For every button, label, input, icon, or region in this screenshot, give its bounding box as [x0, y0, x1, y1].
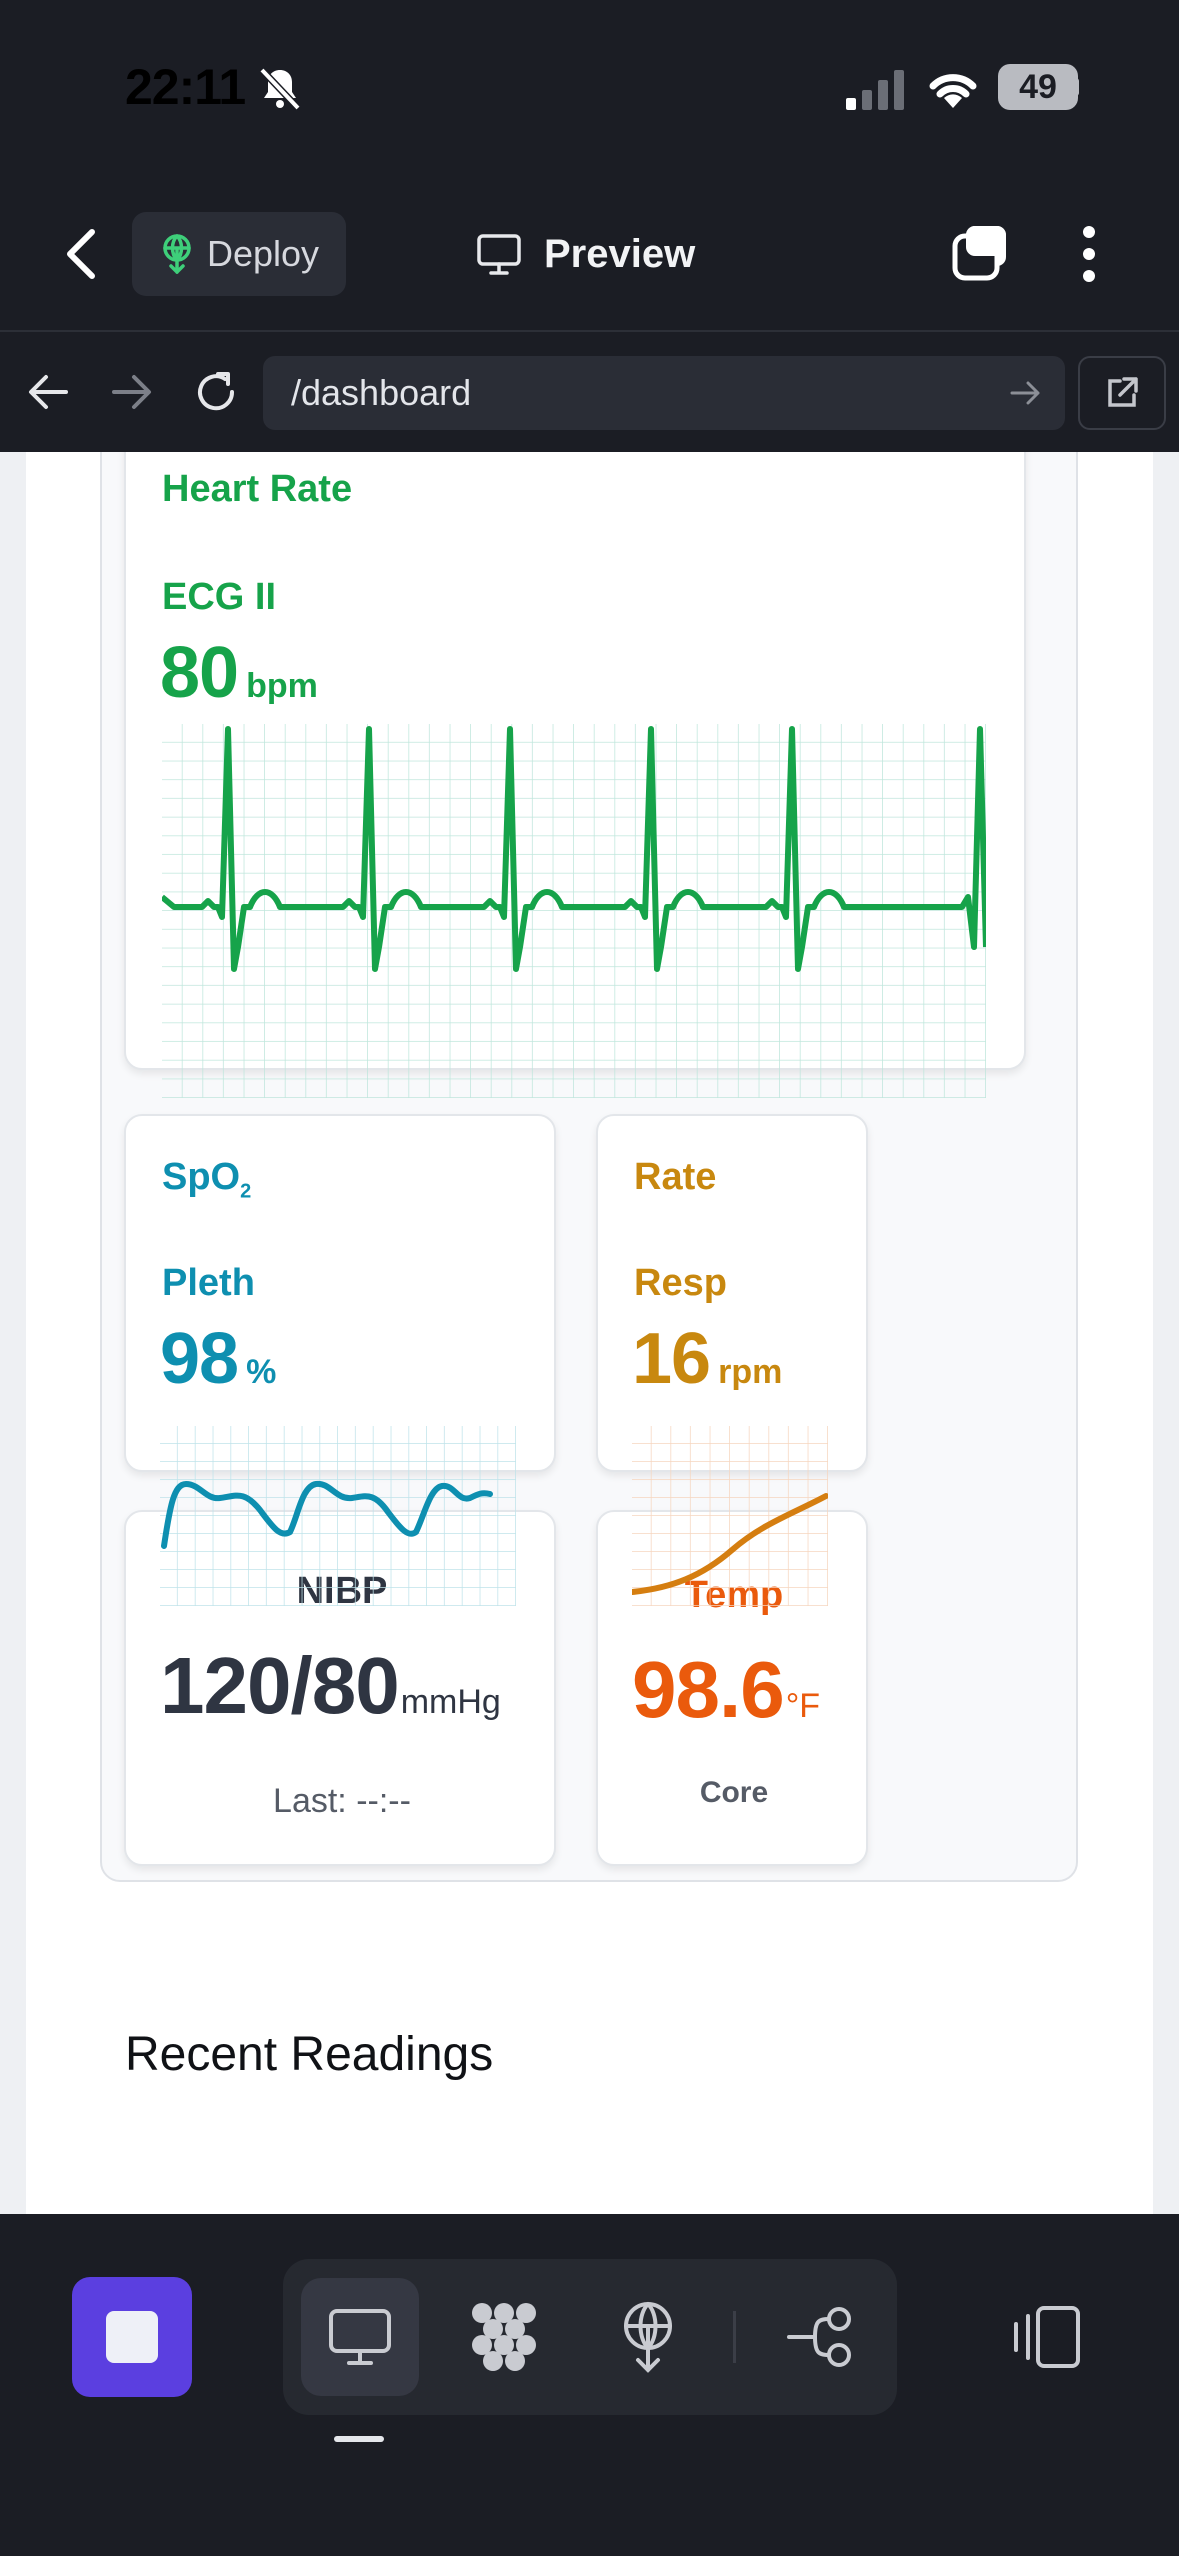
battery-tip: [1073, 78, 1079, 96]
external-link-icon: [1108, 377, 1138, 407]
ecg-lead-label: ECG II: [162, 576, 277, 618]
resp-card: Rate Resp 16 rpm: [596, 1114, 868, 1472]
resp-wave-label: Resp: [634, 1262, 727, 1304]
deploy-button[interactable]: Deploy: [132, 212, 346, 296]
heart-rate-reading: 80 bpm: [160, 632, 318, 714]
resp-trace: [632, 1493, 828, 1595]
heart-rate-value: 80: [160, 633, 239, 713]
url-text: /dashboard: [291, 372, 472, 413]
deploy-label: Deploy: [206, 233, 320, 274]
pleth-label: Pleth: [162, 1262, 255, 1304]
reload-icon[interactable]: [192, 368, 240, 416]
spo2-label-sub: 2: [240, 1180, 252, 1203]
heart-rate-unit: bpm: [246, 667, 318, 705]
resp-rate-label: Rate: [634, 1156, 717, 1198]
spo2-card: SpO2 Pleth 98 %: [124, 1114, 556, 1472]
deploy-icon: [163, 234, 191, 274]
nibp-last-time: Last: --:--: [273, 1782, 411, 1820]
monitor-icon: [477, 234, 521, 275]
resp-grid: [632, 1426, 828, 1606]
ecg-trace: [162, 726, 986, 972]
tool-divider: [733, 2311, 736, 2363]
temp-reading: 98.6 °F: [632, 1644, 820, 1736]
open-external-button[interactable]: [1078, 356, 1166, 430]
status-time: 22:11: [125, 59, 246, 115]
home-indicator: [334, 2436, 384, 2442]
bell-muted-icon: [259, 67, 301, 111]
preview-viewport: Heart Rate ECG II 80 bpm: [0, 452, 1179, 2214]
resp-waveform: [632, 1426, 828, 1606]
nav-forward-icon[interactable]: [110, 372, 154, 412]
pleth-trace: [161, 1480, 493, 1549]
flow-button[interactable]: [761, 2278, 879, 2396]
flow-icon: [787, 2307, 851, 2367]
nibp-reading: 120/80 mmHg: [160, 1640, 501, 1732]
nibp-value: 120/80: [160, 1641, 400, 1730]
resp-value: 16: [632, 1319, 711, 1399]
pleth-grid: [160, 1426, 516, 1606]
nav-back-icon[interactable]: [26, 372, 70, 412]
heart-rate-label: Heart Rate: [162, 468, 353, 510]
preview-tab[interactable]: Preview: [476, 222, 695, 286]
battery-level: 49: [1019, 67, 1057, 106]
nibp-unit: mmHg: [400, 1683, 501, 1721]
tabs-icon[interactable]: [950, 222, 1012, 284]
resp-reading: 16 rpm: [632, 1318, 782, 1400]
preview-label: Preview: [544, 231, 696, 276]
page-panel: Heart Rate ECG II 80 bpm: [26, 452, 1153, 2214]
desktop-view-button[interactable]: [301, 2278, 419, 2396]
spo2-label-main: SpO: [162, 1156, 241, 1198]
temp-unit: °F: [785, 1687, 821, 1725]
grid-view-button[interactable]: [445, 2278, 563, 2396]
wifi-icon: [929, 74, 977, 108]
stop-button[interactable]: [72, 2277, 192, 2397]
ecg-grid: [162, 724, 986, 1098]
more-icon[interactable]: [1076, 224, 1102, 284]
spo2-value: 98: [160, 1319, 239, 1399]
spo2-unit: %: [246, 1353, 277, 1391]
status-bar: [0, 0, 1179, 175]
heart-rate-card: Heart Rate ECG II 80 bpm: [124, 452, 1026, 1098]
deploy-tool-icon: [624, 2302, 672, 2373]
back-icon[interactable]: [62, 226, 102, 282]
url-input[interactable]: /dashboard: [263, 356, 1065, 430]
panel-toggle-icon[interactable]: [1010, 2304, 1082, 2370]
spo2-reading: 98 %: [160, 1318, 276, 1400]
battery-indicator: 49: [998, 64, 1078, 110]
temp-value: 98.6: [632, 1645, 785, 1734]
spo2-label: SpO2: [162, 1156, 251, 1204]
temp-site: Core: [699, 1776, 769, 1809]
desktop-icon: [329, 2309, 391, 2365]
deploy-tool-button[interactable]: [589, 2278, 707, 2396]
cell-signal-icon: [846, 70, 904, 110]
view-tool-group: [283, 2259, 897, 2415]
recent-readings-title: Recent Readings: [125, 2028, 494, 2081]
go-icon[interactable]: [1008, 378, 1044, 408]
ecg-waveform: [162, 724, 986, 1098]
stop-icon: [106, 2311, 158, 2363]
grid-icon: [472, 2303, 536, 2371]
resp-unit: rpm: [718, 1353, 783, 1391]
vitals-monitor: Heart Rate ECG II 80 bpm: [100, 452, 1078, 1882]
pleth-waveform: [160, 1426, 516, 1606]
